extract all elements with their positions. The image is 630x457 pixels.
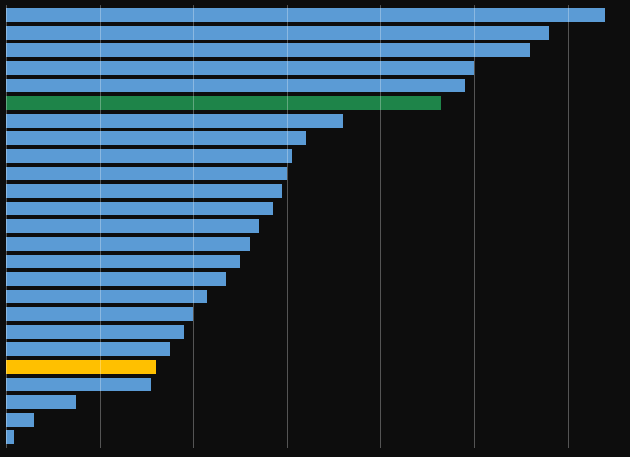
Bar xyxy=(6,219,259,233)
Bar xyxy=(6,360,156,374)
Bar xyxy=(6,290,207,303)
Bar xyxy=(6,342,170,356)
Bar xyxy=(6,377,151,391)
Bar xyxy=(6,430,14,444)
Bar xyxy=(6,307,193,321)
Bar xyxy=(6,132,306,145)
Bar xyxy=(6,237,249,251)
Bar xyxy=(6,114,343,128)
Bar xyxy=(6,255,240,268)
Bar xyxy=(6,413,35,426)
Bar xyxy=(6,202,273,216)
Bar xyxy=(6,149,292,163)
Bar xyxy=(6,325,184,339)
Bar xyxy=(6,43,530,57)
Bar xyxy=(6,184,282,198)
Bar xyxy=(6,395,76,409)
Bar xyxy=(6,272,226,286)
Bar xyxy=(6,79,465,92)
Bar xyxy=(6,26,549,40)
Bar xyxy=(6,8,605,22)
Bar xyxy=(6,61,474,75)
Bar xyxy=(6,167,287,181)
Bar xyxy=(6,96,441,110)
